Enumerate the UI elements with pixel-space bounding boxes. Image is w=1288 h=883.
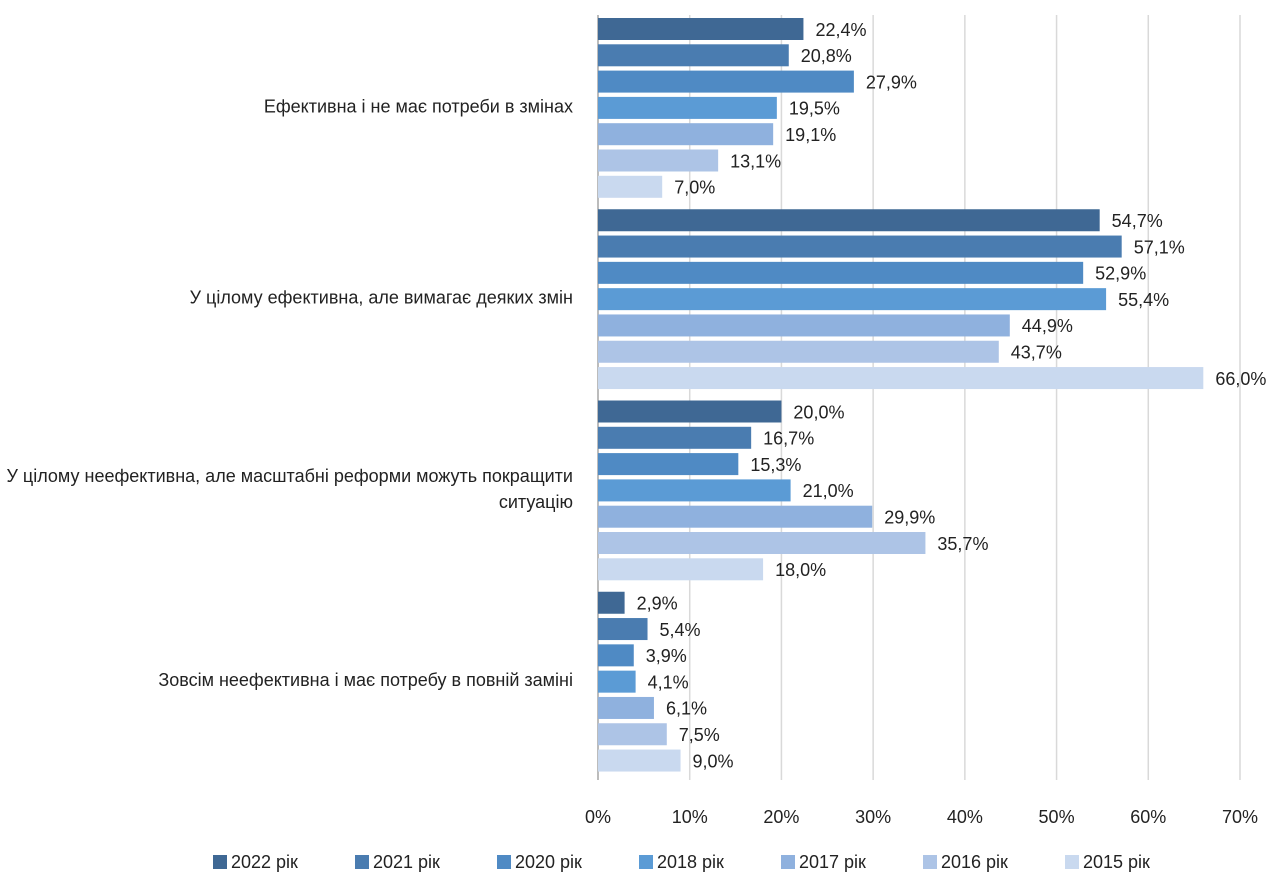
data-label: 9,0% xyxy=(693,751,734,771)
legend-swatch xyxy=(639,855,653,869)
data-label: 15,3% xyxy=(750,455,801,475)
legend-label: 2018 рік xyxy=(657,852,724,872)
bar xyxy=(598,70,854,93)
data-label: 57,1% xyxy=(1134,237,1185,257)
bar xyxy=(598,340,999,363)
bar xyxy=(598,209,1100,232)
category-label-line: У цілому неефективна, але масштабні рефо… xyxy=(6,466,573,486)
legend-label: 2015 рік xyxy=(1083,852,1150,872)
legend-swatch xyxy=(497,855,511,869)
data-label: 2,9% xyxy=(637,594,678,614)
x-tick-label: 10% xyxy=(672,807,708,827)
bar xyxy=(598,532,926,554)
bar xyxy=(598,670,636,693)
bar xyxy=(598,235,1122,258)
data-label: 20,8% xyxy=(801,46,852,66)
bar xyxy=(598,479,791,502)
x-tick-label: 70% xyxy=(1222,807,1258,827)
bar xyxy=(598,426,752,449)
x-tick-label: 0% xyxy=(585,807,611,827)
data-label: 35,7% xyxy=(937,534,988,554)
category-label: У цілому ефективна, але вимагає деяких з… xyxy=(190,288,573,308)
data-label: 7,0% xyxy=(674,178,715,198)
bar xyxy=(598,696,654,719)
legend-label: 2021 рік xyxy=(373,852,440,872)
x-tick-label: 20% xyxy=(763,807,799,827)
x-tick-label: 30% xyxy=(855,807,891,827)
bar xyxy=(598,175,663,198)
data-label: 5,4% xyxy=(660,620,701,640)
bar xyxy=(598,123,774,146)
data-label: 22,4% xyxy=(815,20,866,40)
data-label: 4,1% xyxy=(648,672,689,692)
legend-swatch xyxy=(781,855,795,869)
legend-label: 2020 рік xyxy=(515,852,582,872)
bar xyxy=(598,644,634,667)
data-label: 6,1% xyxy=(666,699,707,719)
bar xyxy=(598,288,1107,311)
bar xyxy=(598,261,1084,284)
data-label: 44,9% xyxy=(1022,316,1073,336)
legend-swatch xyxy=(213,855,227,869)
category-label: Зовсім неефективна і має потребу в повні… xyxy=(158,670,573,690)
data-label: 13,1% xyxy=(730,151,781,171)
x-tick-label: 50% xyxy=(1039,807,1075,827)
data-label: 52,9% xyxy=(1095,264,1146,284)
bar xyxy=(598,505,873,528)
data-label: 29,9% xyxy=(884,507,935,527)
bar xyxy=(598,400,782,423)
data-label: 55,4% xyxy=(1118,290,1169,310)
data-label: 16,7% xyxy=(763,429,814,449)
x-tick-label: 60% xyxy=(1130,807,1166,827)
bar xyxy=(598,723,667,746)
category-label: У цілому неефективна, але масштабні рефо… xyxy=(6,466,573,512)
bar xyxy=(598,18,804,40)
data-label: 27,9% xyxy=(866,72,917,92)
data-label: 66,0% xyxy=(1215,369,1266,389)
data-label: 43,7% xyxy=(1011,343,1062,363)
x-tick-label: 40% xyxy=(947,807,983,827)
bar xyxy=(598,149,719,172)
data-label: 3,9% xyxy=(646,646,687,666)
bar xyxy=(598,96,777,119)
legend-swatch xyxy=(355,855,369,869)
bar xyxy=(598,44,789,67)
data-label: 20,0% xyxy=(793,402,844,422)
data-label: 18,0% xyxy=(775,560,826,580)
category-label: Ефективна і не має потреби в змінах xyxy=(264,96,573,116)
category-label-line: ситуацію xyxy=(499,492,573,512)
legend-swatch xyxy=(1065,855,1079,869)
legend-label: 2016 рік xyxy=(941,852,1008,872)
data-label: 19,5% xyxy=(789,99,840,119)
bar xyxy=(598,591,625,614)
data-label: 19,1% xyxy=(785,125,836,145)
legend-swatch xyxy=(923,855,937,869)
bar xyxy=(598,618,648,641)
bar xyxy=(598,367,1204,390)
data-label: 7,5% xyxy=(679,725,720,745)
legend-label: 2022 рік xyxy=(231,852,298,872)
data-label: 54,7% xyxy=(1112,211,1163,231)
bar xyxy=(598,453,739,476)
bar xyxy=(598,558,764,581)
legend-label: 2017 рік xyxy=(799,852,866,872)
bar xyxy=(598,314,1010,337)
data-label: 21,0% xyxy=(803,481,854,501)
bar xyxy=(598,749,681,772)
